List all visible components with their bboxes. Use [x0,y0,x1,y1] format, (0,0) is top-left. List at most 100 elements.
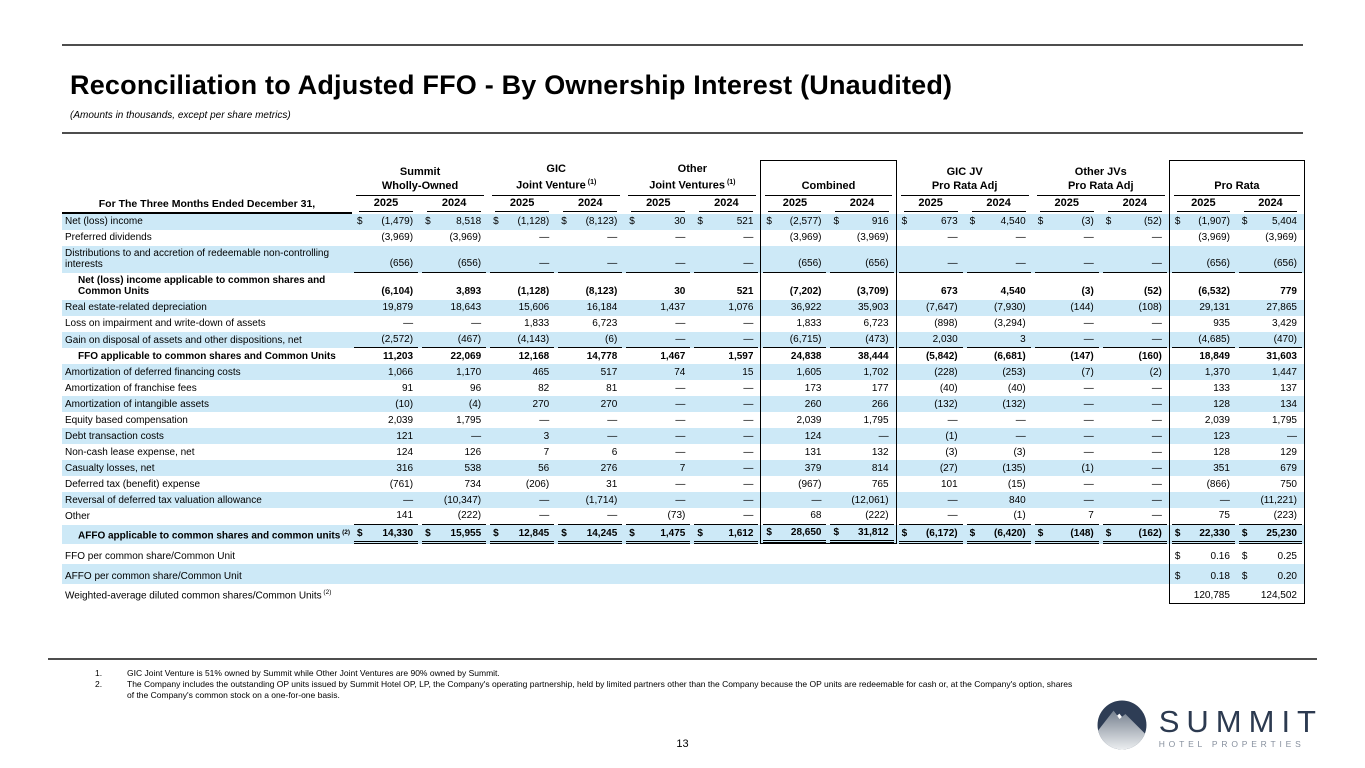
table-row: Weighted-average diluted common shares/C… [62,584,1305,605]
footnote-text: The Company includes the outstanding OP … [127,679,1073,700]
dollar-sign: $ [1241,527,1248,539]
footnote-number: 2. [95,679,103,689]
value-cell: — [1083,398,1094,410]
table-row: Net (loss) income applicable to common s… [62,272,1305,300]
value-cell: 1,437 [660,302,686,314]
value-cell: 124 [760,428,828,445]
logo-wordmark: SUMMIT HOTEL PROPERTIES [1158,706,1323,750]
value-cell: — [1151,478,1162,490]
value-cell: 6 [611,446,618,458]
value-cell [556,584,624,604]
year-header: 2024 [828,197,895,212]
value-cell [488,564,556,584]
table-row: FFO applicable to common shares and Comm… [62,348,1305,365]
value-cell: 75 [1168,508,1237,525]
value-cell: (866) [1168,476,1237,493]
page-number: 13 [676,738,689,750]
value-cell: — [743,232,754,244]
value-cell [420,584,488,604]
value-cell: 30 [674,286,686,298]
value-cell: (3,969) [1237,229,1305,246]
value-cell: — [1015,414,1026,426]
value-cell: — [1015,430,1026,442]
value-cell: — [675,478,686,490]
value-cell: — [1168,492,1237,509]
value-cell: 4,540 [1000,286,1026,298]
value-cell: (206) [525,478,550,490]
row-label: Equity based compensation [65,414,188,426]
value-cell: (656) [420,246,488,273]
value-cell: (967) [760,476,828,493]
table-row: Loss on impairment and write-down of ass… [62,315,1305,332]
value-cell: — [556,508,624,525]
row-label: AFFO applicable to common shares and com… [78,529,351,542]
value-cell [352,564,420,584]
value-cell: — [1083,414,1094,426]
value-cell: — [1083,382,1094,394]
value-cell: 1,370 [1168,364,1237,381]
value-cell: (1) [965,508,1033,525]
value-cell: — [1083,446,1094,458]
value-cell: $14,245 [556,525,624,545]
value-cell: — [1083,478,1094,490]
column-group-header: Summit Wholly-Owned 2025 2024 [352,160,488,214]
dollar-sign: $ [425,216,431,228]
value-cell: $14,330 [352,525,420,545]
value-cell: $1,475 [624,525,692,545]
value-cell: 24,838 [760,348,828,365]
value-cell [352,584,420,604]
value-cell: — [743,382,754,394]
value-cell: 56 [538,462,550,474]
value-cell: (160) [1138,350,1162,362]
dollar-sign: $ [969,527,976,539]
value-cell: — [743,398,754,410]
value-cell: — [539,494,550,506]
value-cell: 74 [674,366,686,378]
value-cell: — [1151,446,1162,458]
value-cell: $15,955 [420,525,488,545]
year-header: 2025 [1170,197,1237,212]
year-header: 2024 [556,197,624,212]
dollar-sign: $ [357,527,363,539]
table-row: Reversal of deferred tax valuation allow… [62,492,1305,509]
dollar-sign: $ [357,216,363,228]
value-cell: $ (148) [1033,525,1101,545]
ffo-reconciliation-table: For The Three Months Ended December 31, S… [62,160,1305,605]
value-cell: — [556,246,624,273]
page-subtitle: (Amounts in thousands, except per share … [70,110,291,121]
value-cell: (40) [939,382,958,394]
dollar-sign: $ [697,216,703,228]
value-cell: — [743,462,754,474]
value-cell: (12,061) [828,492,897,509]
dollar-sign: $ [1174,216,1181,228]
table-row: Gain on disposal of assets and other dis… [62,331,1305,349]
value-cell: 68 [760,508,828,525]
value-cell: 19,879 [382,302,414,314]
value-cell: 128 [1168,396,1237,413]
value-cell: 1,702 [828,364,897,381]
value-cell [828,584,896,604]
value-cell: (6,532) [1168,272,1237,300]
value-cell: — [1083,430,1094,442]
value-cell [488,584,556,604]
value-cell: — [471,318,482,330]
value-cell: — [1101,332,1169,349]
value-cell: 177 [828,380,897,397]
value-cell: (40) [1007,382,1026,394]
logo-tagline: HOTEL PROPERTIES [1158,739,1305,749]
row-label: Casualty losses, net [65,462,155,474]
value-cell: (7,202) [760,272,828,300]
value-cell: — [1101,508,1169,525]
value-cell: — [743,414,754,426]
column-group-header: Combined 2025 2024 [760,160,897,214]
value-cell: (6) [556,332,624,349]
dollar-sign: $ [1241,570,1248,582]
value-cell: 7 [1033,508,1101,525]
value-cell: 1,447 [1237,364,1305,381]
dollar-sign: $ [766,526,772,538]
value-cell: 1,833 [760,315,828,332]
dollar-sign: $ [561,527,567,539]
value-cell: — [675,446,686,458]
value-cell: (3,709) [828,272,897,300]
value-cell: (52) [1144,286,1162,298]
